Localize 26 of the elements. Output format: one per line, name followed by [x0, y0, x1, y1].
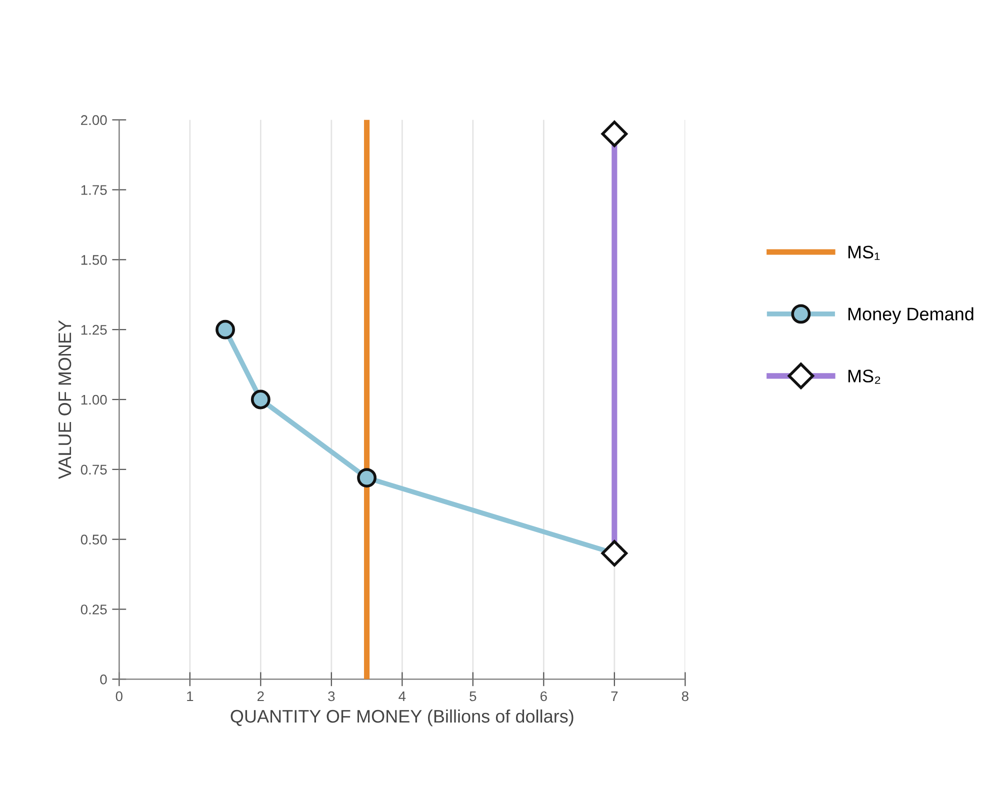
legend-label: MS₂	[848, 370, 880, 384]
y-tick-label: 0	[100, 674, 107, 684]
x-tick-label: 1	[187, 691, 194, 702]
x-tick-label: 4	[398, 691, 406, 702]
x-tick-label: 7	[611, 691, 618, 702]
y-tick-label: 0.25	[80, 604, 107, 614]
y-tick-label: 0.75	[80, 464, 107, 475]
y-tick-label: 1.25	[81, 324, 107, 335]
y-tick-label: 1.75	[81, 185, 107, 195]
y-tick-label: 1.00	[81, 394, 107, 405]
x-tick-label: 3	[328, 691, 335, 702]
x-tick-label: 6	[540, 691, 547, 702]
x-tick-label: 8	[682, 691, 688, 702]
x-tick-label: 5	[470, 691, 476, 702]
y-tick-label: 1.50	[81, 255, 107, 265]
y-tick-label: 2.00	[81, 115, 107, 126]
x-axis-title: QUANTITY OF MONEY (Billions of dollars)	[230, 709, 574, 726]
point	[250, 390, 270, 410]
point	[357, 468, 377, 488]
x-tick-label: 0	[116, 691, 122, 702]
legend-label: MS₁	[848, 246, 880, 260]
legend-label: Money Demand	[848, 307, 974, 324]
y-axis-title: VALUE OF MONEY	[58, 320, 72, 480]
point	[216, 320, 236, 340]
x-tick-label: 2	[258, 691, 264, 702]
y-tick-label: 0.50	[80, 534, 107, 544]
